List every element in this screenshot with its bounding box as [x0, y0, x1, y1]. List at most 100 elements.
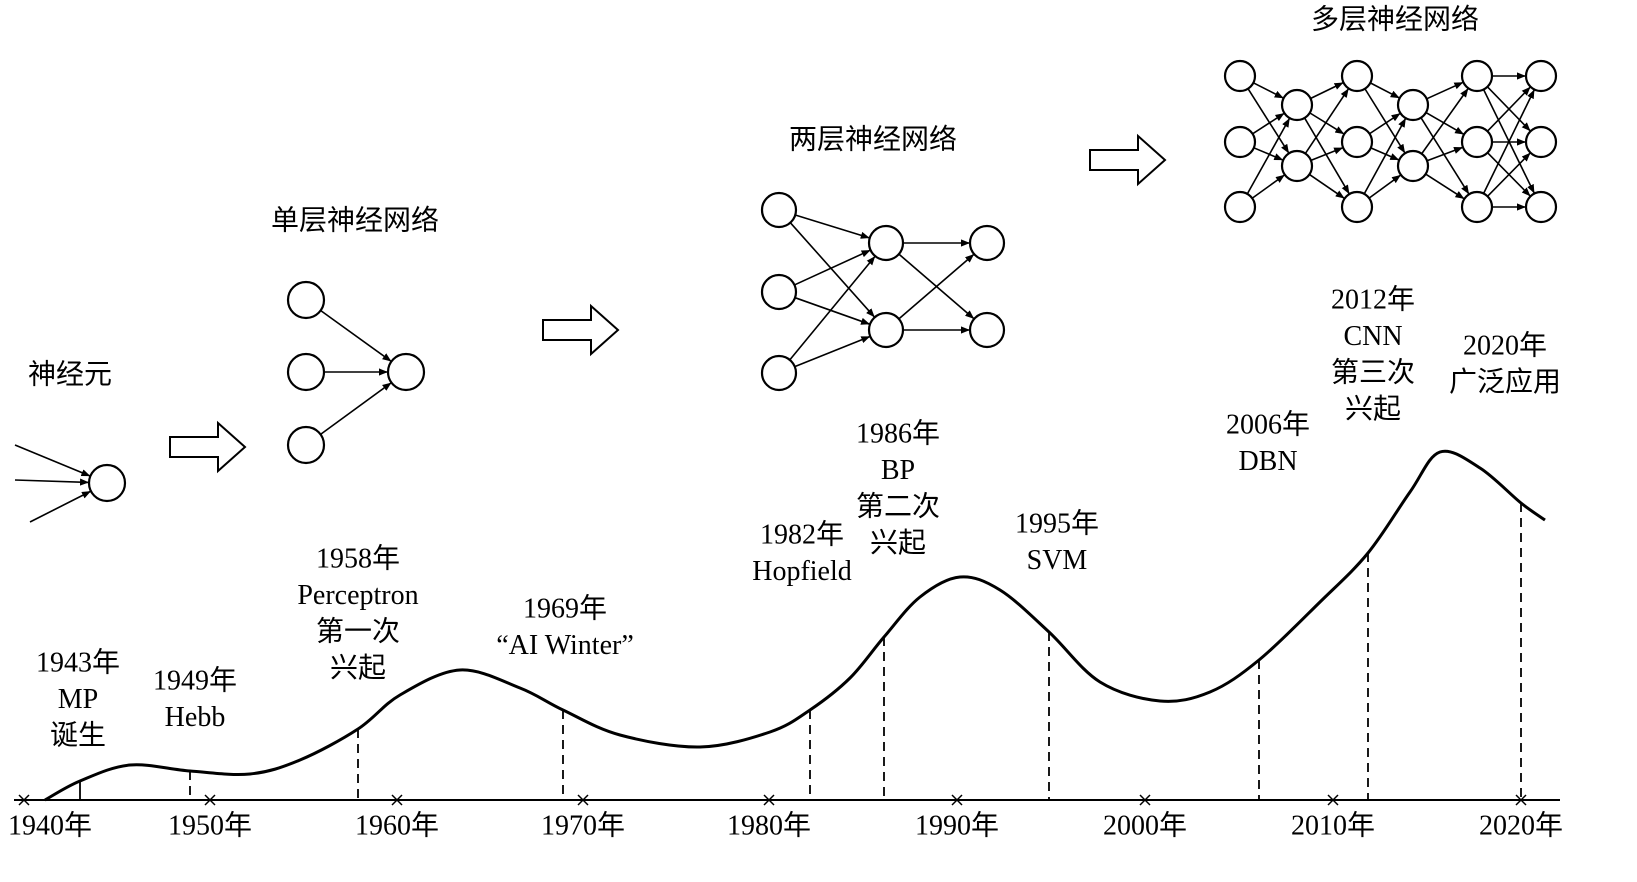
- neuron-node: [1460, 59, 1494, 93]
- tick-mark: [1515, 794, 1527, 806]
- event-label: 兴起: [870, 528, 926, 559]
- tick-mark: [763, 794, 775, 806]
- tick-label: 2010年: [1291, 809, 1375, 841]
- event-label: 广泛应用: [1449, 366, 1561, 398]
- tick-label: 1960年: [355, 809, 439, 841]
- neuron-node: [760, 191, 798, 229]
- connection: [1310, 146, 1344, 162]
- neuron-node: [968, 224, 1006, 262]
- connection: [1304, 88, 1350, 154]
- connection: [1247, 88, 1290, 154]
- event-label: 兴起: [330, 653, 386, 684]
- tick-label: 1980年: [727, 809, 811, 841]
- tick-label: 1940年: [8, 809, 92, 841]
- neuron-node: [1460, 190, 1494, 224]
- event-label: 2006年: [1226, 408, 1310, 440]
- tick-mark: [1139, 794, 1151, 806]
- networks: [14, 59, 1558, 523]
- neuron-node: [968, 311, 1006, 349]
- tick-mark: [951, 794, 963, 806]
- connection: [789, 222, 876, 318]
- event-label: 2012年: [1331, 283, 1415, 315]
- neuron-node: [1340, 190, 1374, 224]
- connection: [794, 249, 871, 286]
- connection: [1369, 112, 1401, 135]
- event-label: 兴起: [1345, 394, 1401, 425]
- neuron-node: [867, 311, 905, 349]
- connection: [1486, 152, 1532, 197]
- connection: [1246, 117, 1291, 195]
- connection: [1364, 88, 1406, 154]
- event-label: 2020年: [1463, 329, 1547, 361]
- progress-arrow: [1089, 133, 1167, 187]
- connection: [1426, 81, 1464, 100]
- tick-label: 1970年: [541, 809, 625, 841]
- connection: [1252, 112, 1285, 135]
- connection: [795, 214, 870, 239]
- event-label: 1969年: [523, 592, 607, 624]
- connection: [1303, 117, 1351, 195]
- connection: [1309, 112, 1345, 135]
- connection: [1310, 81, 1344, 100]
- event-label: 1958年: [316, 542, 400, 574]
- tick-mark: [577, 794, 589, 806]
- event-label: Perceptron: [297, 580, 418, 611]
- connection: [14, 444, 91, 477]
- connection: [898, 253, 975, 320]
- connection: [1251, 174, 1286, 199]
- single-layer-title: 单层神经网络: [271, 204, 439, 236]
- connection: [1486, 86, 1532, 132]
- tick-label: 1990年: [915, 809, 999, 841]
- event-label: SVM: [1027, 545, 1088, 576]
- connection: [1308, 173, 1346, 200]
- neuron-node: [1396, 88, 1430, 122]
- progress-arrow: [169, 420, 247, 474]
- event-label: 1943年: [36, 646, 120, 678]
- event-label: Hebb: [165, 702, 226, 733]
- event-label: BP: [881, 455, 915, 486]
- event-label: DBN: [1238, 446, 1297, 477]
- neuron-title: 神经元: [28, 358, 112, 390]
- neuron-node: [760, 273, 798, 311]
- event-label: 第二次: [856, 490, 940, 522]
- tick-label: 2000年: [1103, 809, 1187, 841]
- neuron-node: [1223, 125, 1257, 159]
- connection: [1363, 117, 1407, 195]
- connection: [794, 296, 871, 326]
- event-label: 1995年: [1015, 507, 1099, 539]
- neuron-node: [1280, 88, 1314, 122]
- tick-mark: [204, 794, 216, 806]
- trend-curve: [44, 449, 1546, 802]
- connection: [14, 478, 90, 486]
- event-label: 1986年: [856, 417, 940, 449]
- neuron-node: [1524, 59, 1558, 93]
- event-label: 诞生: [50, 719, 106, 751]
- multi-layer-title: 多层神经网络: [1311, 3, 1479, 35]
- neuron-node: [87, 463, 127, 503]
- connection: [29, 490, 92, 523]
- connection: [794, 335, 871, 368]
- tick-mark: [391, 794, 403, 806]
- event-label: 1982年: [760, 518, 844, 550]
- neuron-node: [386, 352, 426, 392]
- connection: [1369, 82, 1401, 99]
- tick-label: 2020年: [1479, 809, 1563, 841]
- neuron-node: [286, 425, 326, 465]
- connection: [320, 309, 392, 363]
- event-label: “AI Winter”: [496, 630, 634, 661]
- connection: [1368, 174, 1402, 199]
- connection: [320, 381, 392, 436]
- tick-mark: [1327, 794, 1339, 806]
- neuron-node: [1340, 59, 1374, 93]
- tick-label: 1950年: [168, 809, 252, 841]
- neuron-node: [867, 224, 905, 262]
- neuron-node: [1524, 190, 1558, 224]
- event-label: Hopfield: [752, 556, 852, 587]
- neuron-node: [1524, 125, 1558, 159]
- neuron-node: [1223, 190, 1257, 224]
- connection: [789, 255, 876, 361]
- progress-arrow: [542, 303, 620, 357]
- connection: [1253, 147, 1284, 161]
- neuron-node: [286, 352, 326, 392]
